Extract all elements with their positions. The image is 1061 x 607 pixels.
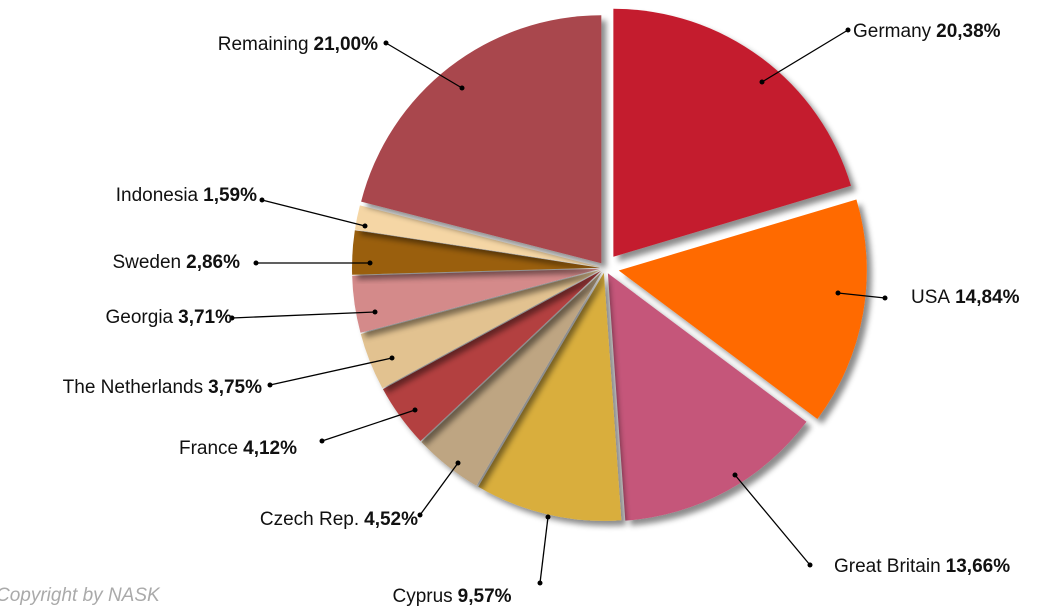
leader-dot bbox=[253, 260, 259, 266]
leader-line bbox=[269, 357, 393, 386]
pie-slice bbox=[613, 8, 851, 257]
labels: Germany 20,38% USA 14,84% Great Britain 13,66… bbox=[63, 21, 1020, 607]
leader-line bbox=[261, 199, 366, 227]
value-label: 21,00% bbox=[314, 34, 379, 55]
category-name: Indonesia bbox=[116, 185, 199, 206]
slice-label: Indonesia 1,59% bbox=[116, 185, 257, 206]
leader-line bbox=[231, 311, 376, 319]
category-name: Cyprus bbox=[392, 586, 452, 607]
slice-label: Great Britain 13,66% bbox=[834, 556, 1010, 577]
pie-slice bbox=[382, 270, 601, 442]
category-name: Czech Rep. bbox=[260, 509, 359, 530]
category-name: Sweden bbox=[112, 252, 181, 273]
leader-dot bbox=[759, 79, 765, 85]
category-name: Remaining bbox=[218, 34, 309, 55]
pie-slice bbox=[360, 269, 601, 389]
leader-dot bbox=[229, 315, 235, 321]
leader-line bbox=[539, 516, 549, 584]
value-label: 4,52% bbox=[364, 509, 418, 530]
category-name: Great Britain bbox=[834, 556, 941, 577]
category-name: France bbox=[179, 438, 238, 459]
leader-dot bbox=[835, 290, 841, 296]
pie-slice bbox=[354, 205, 601, 267]
leader-dot bbox=[383, 40, 389, 46]
slice-label: The Netherlands 3,75% bbox=[63, 377, 262, 398]
leader-dot bbox=[417, 512, 423, 518]
category-name: Georgia bbox=[106, 307, 174, 328]
pie-slice bbox=[352, 268, 601, 333]
leader-dot bbox=[807, 562, 813, 568]
leader-dot bbox=[845, 27, 851, 33]
slice-label: Czech Rep. 4,52% bbox=[260, 509, 418, 530]
pie bbox=[352, 8, 867, 521]
value-label: 3,75% bbox=[208, 377, 262, 398]
leader-line bbox=[385, 42, 463, 89]
leader-dot bbox=[537, 580, 543, 586]
leader-dot bbox=[459, 85, 465, 91]
value-label: 9,57% bbox=[458, 586, 512, 607]
leader-dot bbox=[882, 295, 888, 301]
leader-dot bbox=[455, 460, 461, 466]
leader-line bbox=[734, 474, 811, 566]
slice-label: Sweden 2,86% bbox=[112, 252, 240, 273]
leader-dot bbox=[319, 438, 325, 444]
slice-label: Remaining 21,00% bbox=[218, 34, 378, 55]
slice-label: Georgia 3,71% bbox=[106, 307, 233, 328]
pie-slice bbox=[607, 273, 807, 521]
value-label: 1,59% bbox=[203, 185, 257, 206]
category-name: USA bbox=[911, 287, 950, 308]
leader-line bbox=[761, 29, 849, 83]
pie-slice bbox=[352, 230, 601, 275]
value-label: 13,66% bbox=[946, 556, 1011, 577]
leader-line bbox=[321, 409, 416, 442]
pie-slice bbox=[618, 199, 867, 419]
value-label: 3,71% bbox=[178, 307, 232, 328]
leader-dot bbox=[367, 260, 373, 266]
value-label: 2,86% bbox=[186, 252, 240, 273]
value-label: 4,12% bbox=[243, 438, 297, 459]
leader-line bbox=[837, 292, 886, 299]
slice-label: Cyprus 9,57% bbox=[392, 586, 511, 607]
slice-label: Germany 20,38% bbox=[853, 21, 1001, 42]
leader-dot bbox=[372, 309, 378, 315]
source: Copyright by NASK bbox=[0, 585, 161, 606]
leader-dot bbox=[267, 382, 273, 388]
leader-line bbox=[419, 462, 459, 516]
pie-slice bbox=[478, 272, 622, 521]
leader-dot bbox=[259, 197, 265, 203]
value-label: 14,84% bbox=[955, 287, 1020, 308]
leader-dot bbox=[545, 514, 551, 520]
category-name: Germany bbox=[853, 21, 932, 42]
category-name: The Netherlands bbox=[63, 377, 203, 398]
leader-dot bbox=[732, 472, 738, 478]
slice-label: USA 14,84% bbox=[911, 287, 1020, 308]
pie-slice bbox=[421, 271, 602, 486]
leader-dot bbox=[389, 355, 395, 361]
slice-label: France 4,12% bbox=[179, 438, 297, 459]
leader-dot bbox=[362, 223, 368, 229]
pie-slice bbox=[361, 15, 602, 264]
value-label: 20,38% bbox=[936, 21, 1001, 42]
leader-dot bbox=[412, 407, 418, 413]
